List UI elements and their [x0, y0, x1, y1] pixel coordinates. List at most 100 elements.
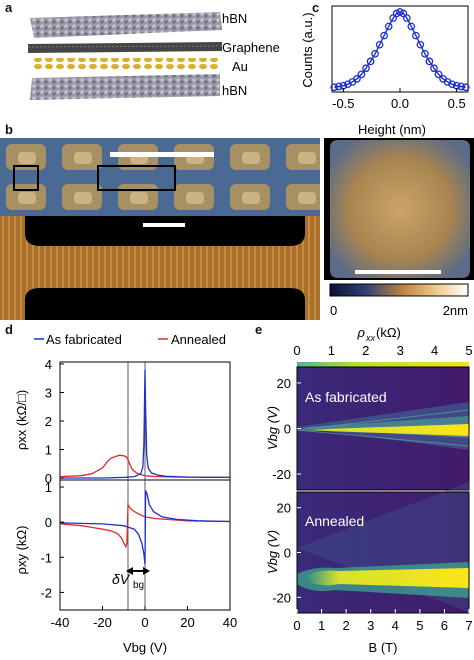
- heatmap-annealed: [296, 482, 470, 614]
- delta-vbg-arrowhead-left: [126, 567, 133, 575]
- data-point: [425, 57, 434, 66]
- x-tick-label: 4: [392, 618, 399, 633]
- afm-image-top: [0, 138, 320, 216]
- data-point: [344, 80, 352, 89]
- y-axis-label-bottom: ρxy (kΩ): [14, 526, 29, 575]
- x-tick-label: 7: [465, 618, 472, 633]
- rho-xy-annealed-line: [59, 502, 231, 549]
- data-point: [434, 70, 443, 79]
- x-tick-label: 2: [343, 618, 350, 633]
- top-tick-label: 0: [293, 343, 300, 358]
- x-axis-label: Vbg (V): [123, 640, 167, 655]
- top-axis-label: ρ: [357, 325, 366, 340]
- x-axis-label: Height (nm): [358, 122, 426, 137]
- data-point: [457, 82, 466, 91]
- x-tick-label: -40: [51, 615, 70, 630]
- y-tick-label-top: 2: [45, 414, 52, 429]
- heatmap-label-as-fabricated: As fabricated: [305, 389, 387, 405]
- y-tick-label-bottom: -1: [40, 550, 52, 565]
- scale-bar-top: [110, 152, 214, 157]
- hbn-top-layer: [30, 12, 222, 38]
- data-point: [461, 83, 470, 92]
- x-tick-label: 20: [180, 615, 194, 630]
- heatmap-as-fabricated: [296, 366, 470, 491]
- y-tick-label-bottom: 0: [284, 546, 291, 561]
- data-point: [421, 49, 429, 58]
- x-tick-label: 0.5: [448, 96, 466, 111]
- data-point: [334, 82, 343, 91]
- data-point: [366, 57, 375, 66]
- legend-as-fabricated: As fabricated: [46, 332, 122, 347]
- data-point: [412, 31, 420, 40]
- y-tick-label-top: 1: [45, 443, 52, 458]
- rho-xx-annealed-line: [59, 454, 231, 479]
- y-tick-label-top: -20: [272, 467, 291, 482]
- label-graphene: Graphene: [222, 40, 280, 55]
- y-axis-label-top: ρxx (kΩ/□): [14, 390, 29, 450]
- data-point: [353, 75, 361, 83]
- panel-label-b: b: [5, 122, 13, 137]
- heatmap-label-annealed: Annealed: [305, 513, 364, 529]
- top-tick-label: 3: [397, 343, 404, 358]
- top-tick-label: 1: [328, 343, 335, 358]
- contact-bottom: [25, 288, 305, 320]
- data-point: [371, 49, 379, 58]
- rho-xx-as-fabricated-line: [60, 369, 231, 479]
- data-point: [384, 22, 393, 31]
- afm-image-right: [330, 140, 470, 278]
- y-axis-label-top: Vbg (V): [265, 406, 280, 450]
- x-tick-label: -20: [93, 615, 112, 630]
- x-tick-label: 40: [223, 615, 237, 630]
- x-tick-label: 3: [367, 618, 374, 633]
- panel-label-e: e: [255, 322, 263, 337]
- rho-xy-as-fabricated-line: [59, 490, 231, 565]
- label-hbn-bottom: hBN: [222, 83, 247, 98]
- panel-a-schematic: hBN Graphene Au hBN: [27, 11, 280, 100]
- x-axis-label: B (T): [369, 640, 398, 655]
- panel-b-afm: 0 2nm: [0, 138, 474, 320]
- x-tick-label: 0: [141, 615, 148, 630]
- y-tick-label-bottom: 0: [45, 515, 52, 530]
- graphene-layer: [27, 42, 223, 53]
- data-point: [402, 14, 411, 22]
- y-tick-label-top: 4: [45, 357, 52, 372]
- data-point: [330, 83, 339, 92]
- top-tick-label: 4: [431, 343, 438, 358]
- y-axis-label-bottom: Vbg (V): [265, 530, 280, 574]
- au-layer: [32, 58, 220, 70]
- data-point: [375, 40, 384, 49]
- x-tick-label: 5: [416, 618, 423, 633]
- scale-bar-right: [355, 270, 441, 274]
- x-tick-label: -0.5: [332, 96, 354, 111]
- label-hbn-top: hBN: [222, 11, 247, 26]
- contact-top: [25, 216, 305, 246]
- top-axis-label-unit: (kΩ): [376, 325, 401, 340]
- label-au: Au: [232, 59, 248, 74]
- panel-c-histogram: -0.5 0.0 0.5 Height (nm) Counts (a.u.): [300, 5, 470, 137]
- inset-box-small: [13, 165, 39, 191]
- data-point: [362, 64, 370, 73]
- top-tick-label: 2: [362, 343, 369, 358]
- hbn-bottom-layer: [30, 74, 220, 100]
- top-colorbar: [297, 362, 469, 367]
- delta-vbg-annotation-sub: bg: [133, 580, 144, 591]
- series-line: [334, 11, 466, 88]
- data-point: [443, 78, 452, 86]
- scale-bar-middle: [143, 223, 185, 227]
- panel-label-c: c: [312, 0, 320, 15]
- data-point: [357, 70, 366, 79]
- colorbar-max-label: 2nm: [443, 303, 468, 318]
- y-tick-label-bottom: -2: [40, 585, 52, 600]
- data-point: [407, 22, 416, 31]
- data-point: [416, 40, 425, 49]
- top-tick-label: 5: [465, 343, 472, 358]
- colorbar-min-label: 0: [330, 303, 337, 318]
- y-tick-label-bottom: 20: [277, 501, 291, 516]
- x-tick-label: 0.0: [391, 96, 409, 111]
- data-point: [380, 31, 388, 40]
- y-tick-label-bottom: -20: [272, 590, 291, 605]
- legend-annealed: Annealed: [171, 332, 226, 347]
- y-tick-label-top: 3: [45, 386, 52, 401]
